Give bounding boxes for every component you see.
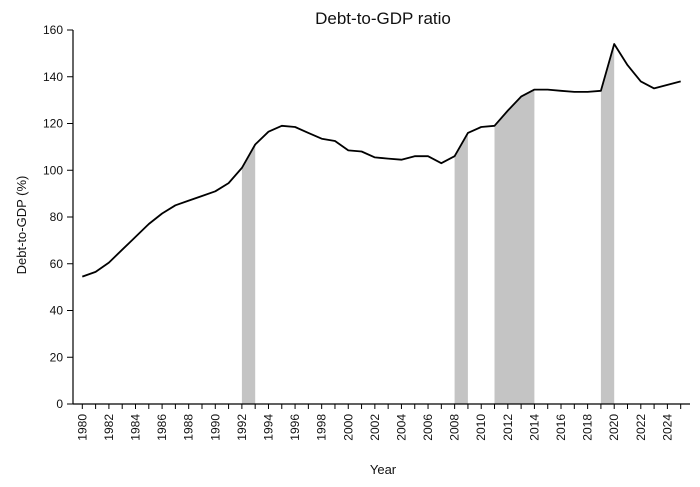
x-tick-label-2014: 2014 (527, 414, 541, 441)
x-tick-label-1994: 1994 (262, 414, 276, 441)
shaded-period-2019-2020 (600, 44, 615, 404)
x-tick-label-2010: 2010 (474, 414, 488, 441)
x-tick-label-2020: 2020 (607, 414, 621, 441)
y-tick-label-140: 140 (43, 70, 63, 84)
axes: 0 20 40 60 80 100 120 140 160 1980 1982 1984 1986 198… (43, 23, 690, 441)
x-tick-label-2000: 2000 (341, 414, 355, 441)
shaded-period-1992-1993 (241, 144, 256, 404)
x-tick-label-2024: 2024 (660, 414, 674, 441)
x-tick-label-2016: 2016 (554, 414, 568, 441)
y-tick-label-20: 20 (50, 350, 64, 364)
x-tick-label-2022: 2022 (634, 414, 648, 441)
x-tick-label-2018: 2018 (581, 414, 595, 441)
y-tick-label-160: 160 (43, 23, 63, 37)
x-tick-label-1990: 1990 (208, 414, 222, 441)
shaded-period-2011-2014 (494, 89, 535, 404)
x-tick-label-1980: 1980 (75, 414, 89, 441)
shaded-periods (241, 44, 615, 404)
series-layer (82, 43, 681, 278)
x-tick-label-2012: 2012 (501, 414, 515, 441)
x-axis-title: Year (370, 462, 397, 477)
chart-title: Debt-to-GDP ratio (315, 9, 451, 28)
x-tick-label-1992: 1992 (235, 414, 249, 441)
x-tick-label-2006: 2006 (421, 414, 435, 441)
y-tick-label-120: 120 (43, 117, 63, 131)
x-tick-label-2008: 2008 (448, 414, 462, 441)
y-tick-label-40: 40 (50, 304, 64, 318)
x-tick-label-1988: 1988 (182, 414, 196, 441)
y-tick-label-60: 60 (50, 257, 64, 271)
y-tick-label-100: 100 (43, 163, 63, 177)
x-tick-label-1998: 1998 (315, 414, 329, 441)
series-line (82, 43, 681, 278)
shaded-period-2008-2009 (454, 132, 468, 404)
x-tick-label-1996: 1996 (288, 414, 302, 441)
x-tick-label-1986: 1986 (155, 414, 169, 441)
x-tick-label-2002: 2002 (368, 414, 382, 441)
y-axis-title: Debt-to-GDP (%) (14, 176, 29, 275)
x-tick-label-1982: 1982 (102, 414, 116, 441)
y-tick-label-80: 80 (50, 210, 64, 224)
x-tick-label-1984: 1984 (129, 414, 143, 441)
y-tick-label-0: 0 (56, 397, 63, 411)
x-tick-label-2004: 2004 (394, 414, 408, 441)
